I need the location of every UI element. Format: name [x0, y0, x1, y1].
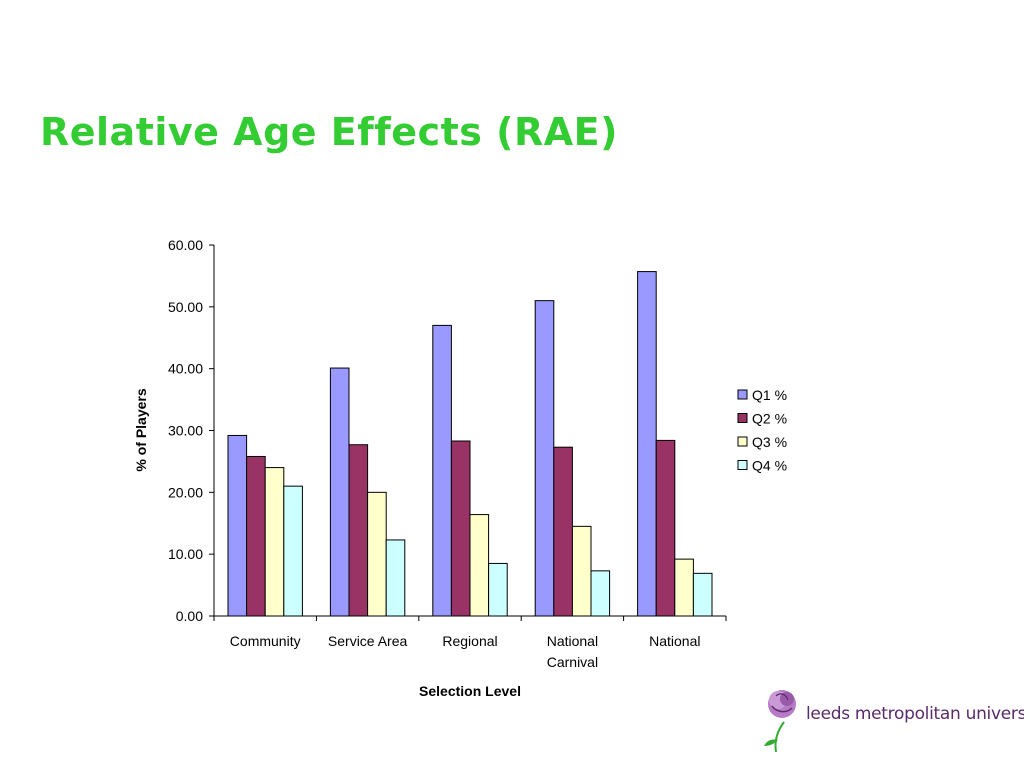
bar-q3-2	[367, 491, 387, 617]
bar-q2-3	[450, 440, 471, 617]
legend-label: Q2 %	[752, 411, 787, 427]
bar-q2-4	[553, 446, 573, 617]
y-tick-label: 60.00	[168, 237, 203, 253]
bar-q4-3	[488, 562, 508, 617]
y-tick-label: 10.00	[168, 546, 203, 562]
bar-q1-5	[637, 271, 657, 617]
legend-swatch	[737, 460, 748, 470]
legend-label: Q1 %	[752, 387, 787, 403]
legend-swatch	[737, 413, 748, 423]
legend-swatch	[737, 436, 748, 447]
bar-q1-1	[227, 434, 248, 617]
bar-q4-1	[283, 485, 303, 617]
legend-label: Q3 %	[752, 434, 787, 450]
x-category-label: Service Area	[328, 633, 408, 649]
bar-q3-3	[469, 514, 490, 617]
bar-q1-3	[432, 324, 452, 617]
x-axis-ticks	[213, 616, 727, 621]
x-category-label: Community	[230, 633, 301, 649]
legend-label: Q4 %	[752, 458, 787, 474]
bar-marks	[227, 271, 713, 617]
bar-q2-2	[348, 444, 369, 617]
y-tick-label: 40.00	[168, 361, 203, 377]
rose-icon	[764, 690, 796, 753]
x-axis-category-labels: Community Service Area Regional National Car…	[230, 633, 701, 670]
university-logo: leeds metropolitan university	[758, 682, 1024, 758]
y-axis-ticks: 0.00 10.00 20.00 30.00 40.00 50.00 60.00	[168, 237, 214, 624]
legend-swatch	[737, 389, 748, 400]
bar-q1-2	[329, 367, 350, 617]
x-category-label: National Carnival	[547, 633, 598, 670]
x-axis-title: Selection Level	[419, 683, 521, 699]
bar-q4-2	[385, 539, 406, 617]
x-category-label: National	[649, 633, 700, 649]
bar-q4-5	[692, 572, 713, 617]
bar-q1-4	[534, 300, 555, 617]
y-tick-label: 0.00	[176, 608, 203, 624]
bar-q4-4	[590, 570, 611, 617]
slide-title: Relative Age Effects (RAE)	[40, 110, 618, 154]
y-tick-label: 20.00	[168, 484, 203, 500]
y-axis-title: % of Players	[133, 388, 149, 471]
y-tick-label: 30.00	[168, 423, 203, 439]
bar-q2-5	[655, 439, 676, 617]
bar-q3-1	[264, 467, 285, 617]
bar-q3-5	[674, 558, 694, 617]
logo-text: leeds metropolitan university	[806, 704, 1024, 724]
bar-q3-4	[571, 525, 592, 617]
y-tick-label: 50.00	[168, 299, 203, 315]
x-category-label: Regional	[442, 633, 497, 649]
bar-q2-1	[246, 455, 266, 617]
chart-legend: Q1 % Q2 % Q3 % Q4 %	[737, 387, 787, 474]
